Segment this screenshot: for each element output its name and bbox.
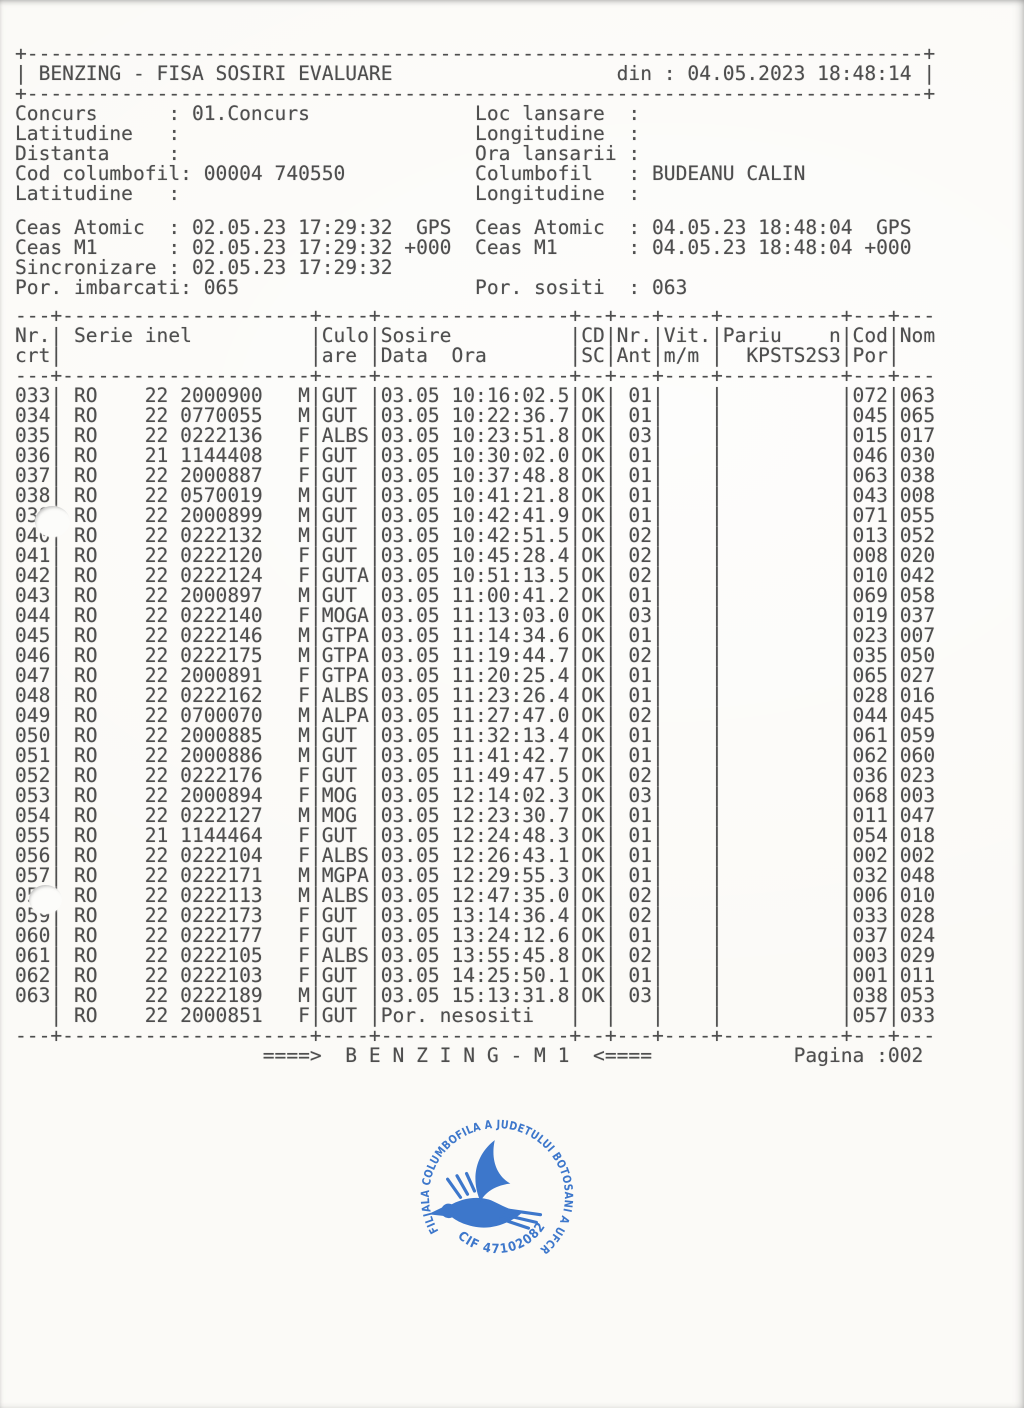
table-separator-line: ---+---------------------+----+---------… — [15, 304, 936, 327]
table-row: 047| RO 22 2000891 F|GTPA|03.05 11:20:25… — [15, 664, 936, 687]
info-line: Latitudine : Longitudine : — [15, 182, 641, 205]
table-header-line: crt| |are |Data Ora |SC|Ant|m/m | KPSTS2… — [15, 344, 936, 367]
table-row: 063| RO 22 0222189 M|GUT |03.05 15:13:31… — [15, 984, 936, 1007]
table-row: 056| RO 22 0222104 F|ALBS|03.05 12:26:43… — [15, 844, 936, 867]
table-row: 046| RO 22 0222175 M|GTPA|03.05 11:19:44… — [15, 644, 936, 667]
table-row: 045| RO 22 0222146 M|GTPA|03.05 11:14:34… — [15, 624, 936, 647]
paper-hole-artifact — [35, 506, 70, 537]
info-line: Distanta : Ora lansarii : — [15, 142, 641, 165]
table-row: 062| RO 22 0222103 F|GUT |03.05 14:25:50… — [15, 964, 936, 987]
header-title-line: | BENZING - FISA SOSIRI EVALUARE din : 0… — [15, 62, 936, 85]
table-row: 052| RO 22 0222176 F|GUT |03.05 11:49:47… — [15, 764, 936, 787]
table-row: 042| RO 22 0222124 F|GUTA|03.05 10:51:13… — [15, 564, 936, 587]
clock-line: Ceas Atomic : 02.05.23 17:29:32 GPS Ceas… — [15, 216, 912, 239]
table-row: 033| RO 22 2000900 M|GUT |03.05 10:16:02… — [15, 384, 936, 407]
table-row: 057| RO 22 0222171 M|MGPA|03.05 12:29:55… — [15, 864, 936, 887]
table-row: 061| RO 22 0222105 F|ALBS|03.05 13:55:45… — [15, 944, 936, 967]
table-row: 044| RO 22 0222140 F|MOGA|03.05 11:13:03… — [15, 604, 936, 627]
club-stamp: FILIALA COLUMBOFILA A JUDETULUI BOTOSANI… — [412, 1111, 582, 1270]
info-line: Concurs : 01.Concurs Loc lansare : — [15, 102, 641, 125]
table-row: 058| RO 22 0222113 M|ALBS|03.05 12:47:35… — [15, 884, 936, 907]
table-row: 053| RO 22 2000894 F|MOG |03.05 12:14:02… — [15, 784, 936, 807]
clock-line: Sincronizare : 02.05.23 17:29:32 — [15, 256, 393, 279]
table-row: 049| RO 22 0700070 M|ALPA|03.05 11:27:47… — [15, 704, 936, 727]
table-row: 055| RO 21 1144464 F|GUT |03.05 12:24:48… — [15, 824, 936, 847]
table-row: 043| RO 22 2000897 M|GUT |03.05 11:00:41… — [15, 584, 936, 607]
table-row: | RO 22 2000851 F|GUT |Por. nesositi | |… — [15, 1004, 936, 1027]
table-row: 041| RO 22 0222120 F|GUT |03.05 10:45:28… — [15, 544, 936, 567]
table-header-line: Nr.| Serie inel |Culo|Sosire |CD|Nr.|Vit… — [15, 324, 936, 347]
table-row: 051| RO 22 2000886 M|GUT |03.05 11:41:42… — [15, 744, 936, 767]
table-row: 039| RO 22 2000899 M|GUT |03.05 10:42:41… — [15, 504, 936, 527]
table-row: 035| RO 22 0222136 F|ALBS|03.05 10:23:51… — [15, 424, 936, 447]
info-line: Cod columbofil: 00004 740550 Columbofil … — [15, 162, 806, 185]
footer-line: ====> B E N Z I N G - M 1 <==== Pagina :… — [15, 1044, 924, 1067]
table-row: 054| RO 22 0222127 M|MOG |03.05 12:23:30… — [15, 804, 936, 827]
table-row: 050| RO 22 2000885 M|GUT |03.05 11:32:13… — [15, 724, 936, 747]
table-row: 048| RO 22 0222162 F|ALBS|03.05 11:23:26… — [15, 684, 936, 707]
paper-hole-artifact — [29, 885, 62, 914]
header-border-line: +---------------------------------------… — [15, 42, 936, 65]
table-row: 038| RO 22 0570019 M|GUT |03.05 10:41:21… — [15, 484, 936, 507]
clock-line: Ceas M1 : 02.05.23 17:29:32 +000 Ceas M1… — [15, 236, 912, 259]
dove-icon — [428, 1140, 543, 1230]
header-border-line: +---------------------------------------… — [15, 82, 936, 105]
table-separator-line: ---+---------------------+----+---------… — [15, 1024, 936, 1047]
clock-line: Por. imbarcati: 065 Por. sositi : 063 — [15, 276, 688, 299]
table-separator-line: ---+---------------------+----+---------… — [15, 364, 936, 387]
info-line: Latitudine : Longitudine : — [15, 122, 641, 145]
table-row: 060| RO 22 0222177 F|GUT |03.05 13:24:12… — [15, 924, 936, 947]
table-row: 034| RO 22 0770055 M|GUT |03.05 10:22:36… — [15, 404, 936, 427]
table-row: 036| RO 21 1144408 F|GUT |03.05 10:30:02… — [15, 444, 936, 467]
table-row: 040| RO 22 0222132 M|GUT |03.05 10:42:51… — [15, 524, 936, 547]
table-row: 059| RO 22 0222173 F|GUT |03.05 13:14:36… — [15, 904, 936, 927]
document-body: +---------------------------------------… — [15, 44, 935, 1066]
table-row: 037| RO 22 2000887 F|GUT |03.05 10:37:48… — [15, 464, 936, 487]
